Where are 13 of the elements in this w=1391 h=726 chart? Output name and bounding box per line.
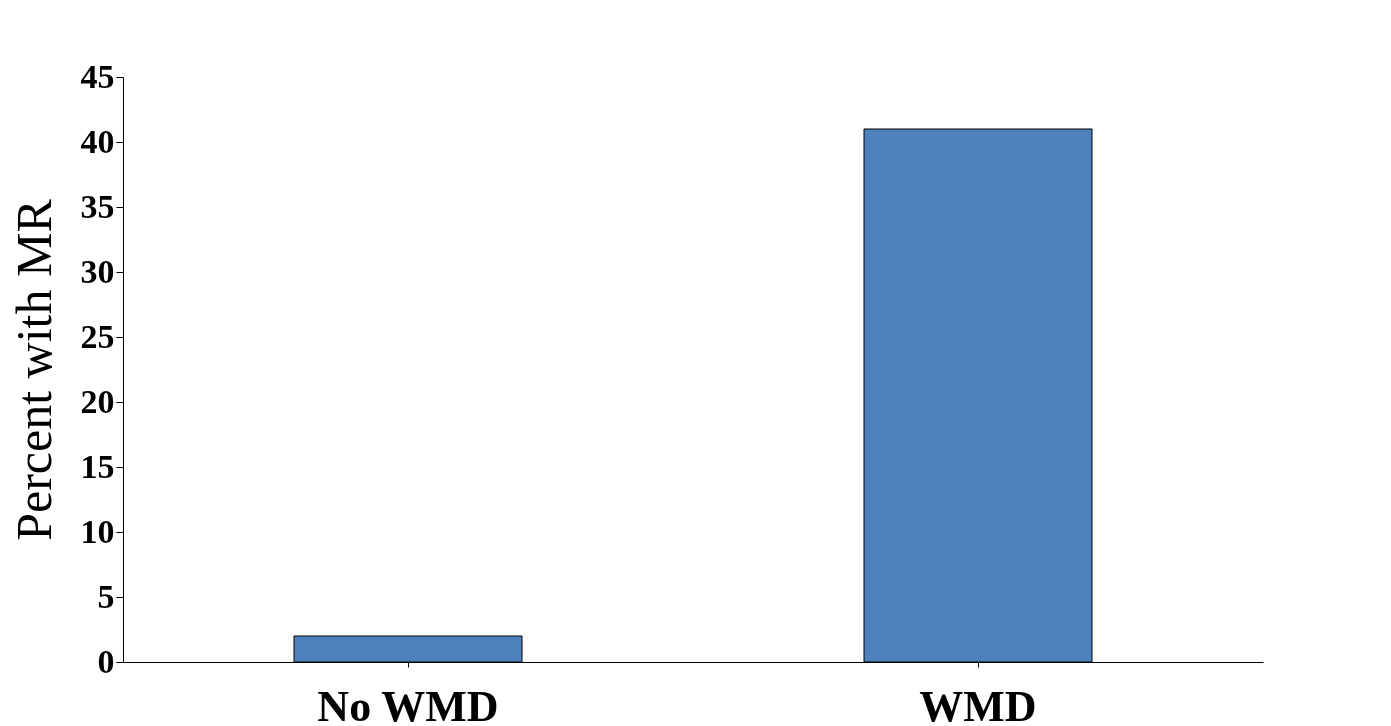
y-axis-title: Percent with MR — [5, 198, 62, 541]
y-tick-label: 30 — [80, 252, 115, 290]
y-tick-label: 40 — [80, 122, 115, 160]
y-tick-label: 5 — [97, 577, 115, 615]
y-tick-label: 35 — [80, 187, 115, 225]
y-tick-label: 45 — [80, 57, 115, 95]
x-tick-label: WMD — [919, 681, 1037, 726]
y-tick-label: 15 — [80, 447, 115, 485]
x-tick-label: No WMD — [317, 681, 499, 726]
y-tick-label: 20 — [80, 382, 115, 420]
y-tick-label: 10 — [80, 512, 115, 550]
y-tick-label: 0 — [97, 642, 115, 680]
y-tick-label: 25 — [80, 317, 115, 355]
